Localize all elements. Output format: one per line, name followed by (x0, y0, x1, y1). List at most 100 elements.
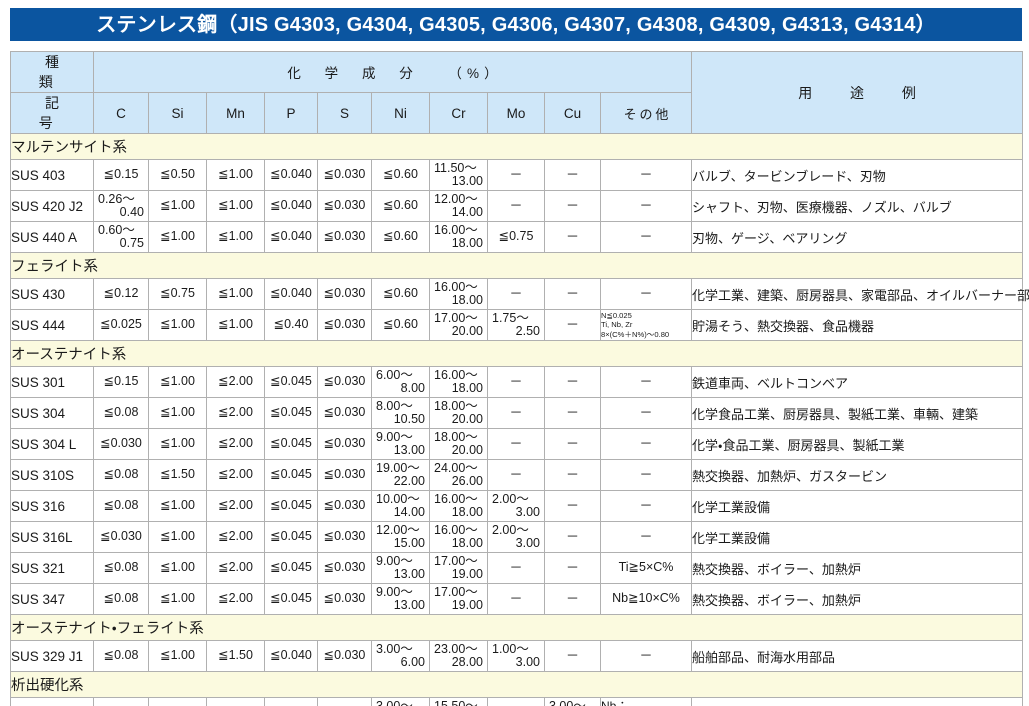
cell-mn: ≦2.00 (206, 583, 265, 615)
value-range: 1.75～ 2.50 (488, 311, 544, 338)
cell-mn: ≦1.00 (206, 697, 265, 706)
steel-grade-name: SUS 316L (10, 521, 94, 553)
cell-mo: 2.00～ 3.00 (487, 521, 545, 553)
section-header-row: 析出硬化系 (9, 671, 1024, 698)
header-col-ni: Ni (371, 92, 430, 134)
cell-c: ≦0.030 (93, 521, 149, 553)
range-high: 13.00 (451, 174, 483, 188)
cell-p: ≦0.040 (264, 697, 318, 706)
steel-grade-name: SUS 440 A (10, 221, 94, 253)
range-low: 0.60～ (98, 222, 135, 237)
empty-dash: － (509, 197, 523, 213)
empty-dash: － (639, 466, 653, 482)
cell-c: 0.26～ 0.40 (93, 190, 149, 222)
cell-mn: ≦1.00 (206, 159, 265, 191)
cell-mn: ≦2.00 (206, 552, 265, 584)
empty-dash: － (639, 197, 653, 213)
empty-dash: － (565, 373, 579, 389)
cell-cu: － (544, 490, 601, 522)
value-range: 3.00～ 6.00 (372, 642, 429, 669)
cell-mn: ≦2.00 (206, 521, 265, 553)
steel-grade-name: SUS 403 (10, 159, 94, 191)
cell-other: － (599, 190, 693, 222)
range-high: 20.00 (451, 443, 483, 457)
value-range: 24.00～ 26.00 (430, 461, 487, 488)
range-high: 13.00 (393, 567, 425, 581)
empty-dash: － (639, 528, 653, 544)
range-low: 9.00～ (376, 584, 413, 599)
cell-mo: 1.00～ 3.00 (487, 640, 545, 672)
cell-s: ≦0.030 (317, 552, 372, 584)
value-range: 6.00～ 8.00 (372, 368, 429, 395)
cell-cu: － (544, 190, 601, 222)
range-high: 18.00 (451, 381, 483, 395)
usage-example: 熱交換器、加熱炉、ガスタービン (691, 459, 1024, 491)
cell-ni: 3.00～ 6.00 (371, 640, 430, 672)
empty-dash: － (509, 404, 523, 420)
range-low: 23.00～ (434, 641, 478, 656)
empty-dash: － (509, 166, 523, 182)
cell-c: ≦0.08 (93, 640, 149, 672)
value-range: 11.50～ 13.00 (430, 161, 487, 188)
cell-c: ≦0.15 (93, 366, 149, 398)
steel-grade-name: SUS 304 L (10, 428, 94, 460)
table-row: SUS 444 ≦0.025 ≦1.00 ≦1.00 ≦0.40 ≦0.030 ≦0.60 1… (10, 309, 1024, 341)
table-row: SUS 301 ≦0.15 ≦1.00 ≦2.00 ≦0.045 ≦0.030 6.00～ 8… (10, 366, 1024, 398)
cell-cu: － (544, 366, 601, 398)
cell-cr: 16.00～ 18.00 (429, 278, 488, 310)
range-high: 14.00 (393, 505, 425, 519)
header-col-c: C (93, 92, 149, 134)
section-header-row: マルテンサイト系 (9, 133, 1024, 160)
range-low: 2.00～ (492, 491, 529, 506)
section-header-row: オーステナイト系 (9, 340, 1024, 367)
range-low: 17.00～ (434, 584, 478, 599)
cell-si: ≦0.75 (148, 278, 207, 310)
cell-s: ≦0.030 (317, 309, 372, 341)
cell-cu: － (544, 459, 601, 491)
cell-si: ≦1.00 (148, 521, 207, 553)
empty-dash: － (639, 404, 653, 420)
cell-cu: － (544, 159, 601, 191)
range-low: 3.00～ (376, 698, 413, 706)
other-value: Nb≧10×C% (612, 591, 680, 606)
header-kind-line2: 記 号 (10, 92, 94, 134)
empty-dash: － (509, 466, 523, 482)
header-col-s: S (317, 92, 372, 134)
value-range: 1.00～ 3.00 (488, 641, 544, 669)
cell-s: ≦0.030 (317, 459, 372, 491)
table-header: 種 類 化 学 成 分 （%） 用 途 例 記 号 C Si Mn P S Ni… (10, 51, 1024, 134)
header-row-2: 記 号 C Si Mn P S Ni Cr Mo Cu その他 (10, 92, 1023, 134)
cell-other: － (599, 490, 693, 522)
cell-p: ≦0.40 (264, 309, 318, 341)
cell-cr: 17.00～ 20.00 (429, 309, 488, 341)
usage-example: 鉄道車両、ベルトコンベア (691, 366, 1024, 398)
header-usage-group: 用 途 例 (691, 51, 1024, 134)
cell-cu: － (544, 278, 601, 310)
cell-si: ≦1.00 (148, 552, 207, 584)
table-row: SUS 304 ≦0.08 ≦1.00 ≦2.00 ≦0.045 ≦0.030 8.00～ 1… (10, 397, 1024, 429)
range-high: 3.00 (515, 536, 540, 550)
value-range: 16.00～ 18.00 (430, 523, 487, 550)
cell-c: ≦0.15 (93, 159, 149, 191)
cell-p: ≦0.040 (264, 159, 318, 191)
value-range: 3.00～5.00 (545, 698, 600, 706)
steel-grade-name: SUS 316 (10, 490, 94, 522)
cell-mo: － (487, 366, 545, 398)
cell-si: ≦1.00 (148, 221, 207, 253)
range-low: 18.00～ (434, 398, 478, 413)
range-low: 1.00～ (492, 641, 529, 656)
cell-cr: 15.50～17.50 (429, 697, 488, 706)
value-range: 16.00～ 18.00 (430, 368, 487, 395)
cell-si: ≦0.50 (148, 159, 207, 191)
cell-cu: － (544, 428, 601, 460)
cell-cu: － (544, 397, 601, 429)
other-line: N≦0.025 (601, 311, 632, 321)
range-high: 0.75 (119, 236, 144, 250)
table-row: SUS 630≦0.07≦1.00≦1.00≦0.040≦0.0303.00～5… (10, 697, 1024, 706)
cell-other: Nb：0.15～0.45 (599, 697, 693, 706)
value-range: 23.00～ 28.00 (430, 641, 487, 669)
range-high: 15.00 (393, 536, 425, 550)
empty-dash: － (565, 166, 579, 182)
range-low: 3.00～ (549, 698, 586, 706)
table-row: SUS 420 J2 0.26～ 0.40 ≦1.00 ≦1.00 ≦0.040 ≦0.03… (10, 190, 1024, 222)
